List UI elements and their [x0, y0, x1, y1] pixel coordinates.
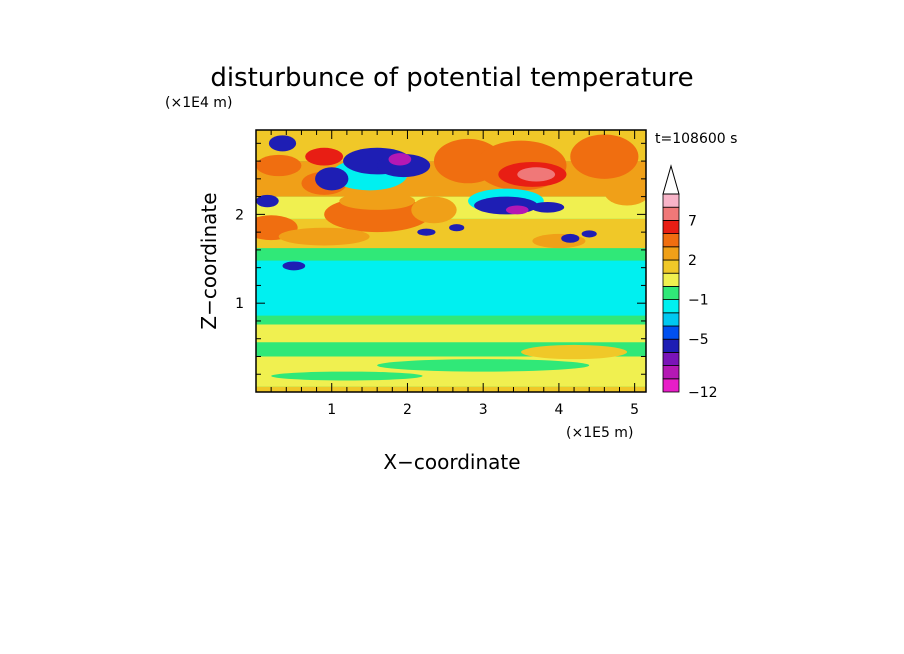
field-feature: [407, 221, 544, 243]
field-feature: [570, 134, 639, 179]
colorbar-label: 7: [688, 213, 697, 229]
x-unit-label: (×1E5 m): [566, 425, 633, 441]
field-feature: [268, 135, 297, 152]
field-feature: [339, 192, 416, 210]
colorbar-segment: [662, 219, 680, 234]
colorbar-label: −1: [688, 293, 709, 309]
y-unit-label: (×1E4 m): [165, 95, 232, 111]
x-axis-label: X−coordinate: [383, 450, 520, 474]
y-tick-label: 2: [235, 207, 244, 223]
field-feature: [411, 196, 457, 224]
field-feature: [271, 371, 423, 381]
colorbar-segment: [662, 193, 680, 208]
field-band: [256, 260, 646, 316]
x-tick-label: 5: [630, 402, 639, 418]
colorbar-segment: [662, 206, 680, 221]
field-feature: [517, 167, 556, 182]
x-tick-label: 2: [403, 402, 412, 418]
colorbar-segment: [662, 233, 680, 248]
colorbar: 7 2 −1 −5 −12: [662, 164, 718, 401]
field-feature: [388, 153, 412, 166]
field-feature: [449, 224, 465, 232]
colorbar-label: 2: [688, 253, 697, 269]
axes: 1 2 3 4 5 1 2: [235, 130, 646, 418]
field-feature: [581, 230, 597, 238]
colorbar-segment: [662, 272, 680, 287]
field-feature: [278, 227, 370, 246]
time-label: t=108600 s: [655, 131, 737, 147]
x-tick-label: 4: [554, 402, 563, 418]
colorbar-segment: [662, 325, 680, 340]
field-feature: [561, 233, 580, 243]
colorbar-segment: [662, 259, 680, 274]
y-axis-label: Z−coordinate: [197, 192, 221, 329]
colorbar-segment: [662, 378, 680, 393]
x-tick-label: 1: [327, 402, 336, 418]
colorbar-segment: [662, 285, 680, 300]
plot-frame: [255, 129, 647, 393]
field-feature: [315, 167, 349, 191]
contour-field: [256, 130, 646, 392]
field-feature: [282, 261, 306, 271]
colorbar-segment: [662, 338, 680, 353]
field-band: [256, 386, 646, 392]
field-feature: [417, 228, 436, 236]
colorbar-segment: [662, 312, 680, 327]
field-feature: [256, 154, 302, 177]
chart-title: disturbunce of potential temperature: [210, 63, 693, 93]
colorbar-extend-arrow: [662, 164, 680, 195]
field-band: [256, 248, 646, 261]
colorbar-segment: [662, 351, 680, 366]
y-tick-label: 1: [235, 296, 244, 312]
field-feature: [521, 344, 628, 360]
colorbar-label: −5: [688, 332, 709, 348]
field-band: [256, 315, 646, 325]
colorbar-segment: [662, 365, 680, 380]
x-tick-label: 3: [479, 402, 488, 418]
field-feature: [256, 194, 279, 208]
field-feature: [604, 178, 646, 206]
colorbar-segment: [662, 246, 680, 261]
field-band: [256, 324, 646, 343]
colorbar-label: −12: [688, 385, 718, 401]
colorbar-segment: [662, 299, 680, 314]
field-feature: [377, 359, 590, 372]
field-feature: [505, 205, 529, 215]
field-feature: [474, 196, 538, 215]
field-feature: [530, 201, 565, 213]
field-feature: [305, 147, 344, 166]
